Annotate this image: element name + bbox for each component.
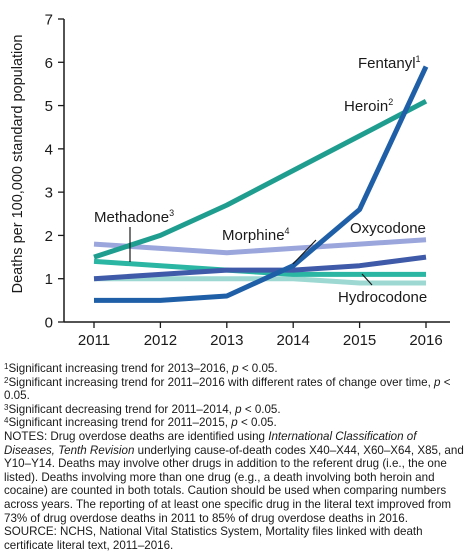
y-tick-label: 3 — [45, 185, 53, 202]
y-tick-label: 1 — [45, 271, 53, 288]
morphine-connector — [292, 239, 317, 265]
y-tick-label: 6 — [45, 55, 53, 72]
chart-axes: 0 1 2 3 4 5 6 7 2011 2012 2013 2014 2015 2016 — [45, 12, 450, 349]
series-line-morphine — [93, 254, 427, 282]
series-label-oxycodone: Oxycodone — [350, 220, 426, 237]
source-line: SOURCE: NCHS, National Vital Statistics … — [4, 525, 423, 552]
y-tick-label: 2 — [45, 228, 53, 245]
x-tick-label: 2014 — [277, 332, 310, 349]
y-tick-label: 4 — [45, 141, 53, 158]
series-label-methadone: Methadone3 — [94, 208, 174, 226]
series-label-heroin: Heroin2 — [344, 97, 393, 115]
x-tick-label: 2011 — [78, 332, 110, 349]
footnote-3: 3Significant decreasing trend for 2011–2… — [4, 402, 281, 416]
series-label-hydrocodone: Hydrocodone — [338, 289, 427, 306]
y-tick-label: 5 — [45, 98, 53, 115]
hydrocodone-connector — [361, 273, 373, 286]
y-axis-label: Deaths per 100,000 standard population — [10, 35, 26, 294]
series-label-fentanyl: Fentanyl1 — [358, 54, 421, 72]
x-tick-label: 2016 — [409, 332, 442, 349]
y-tick-label: 7 — [45, 12, 53, 29]
line-chart: 0 1 2 3 4 5 6 7 2011 2012 2013 2014 2015 2016 Fentany… — [10, 12, 450, 349]
footnote-2: 2Significant increasing trend for 2011–2… — [4, 375, 451, 403]
x-tick-label: 2012 — [144, 332, 177, 349]
series-labels: Fentanyl1 Heroin2 Methadone3 Morphine4 Oxyco… — [94, 54, 427, 306]
x-tick-label: 2013 — [210, 332, 243, 349]
series-label-morphine: Morphine4 — [222, 226, 290, 244]
series-line-oxycodone — [93, 237, 427, 256]
series-line-fentanyl — [94, 65, 429, 303]
notes-paragraph: NOTES: Drug overdose deaths are identifi… — [4, 429, 464, 525]
x-tick-label: 2015 — [343, 332, 376, 349]
footnote-1: 1Significant increasing trend for 2013–2… — [4, 362, 278, 375]
chart-notes: 1Significant increasing trend for 2013–2… — [4, 362, 468, 552]
series-line-heroin — [93, 98, 428, 260]
footnote-4: 4Significant increasing trend for 2011–2… — [4, 416, 277, 430]
y-tick-label: 0 — [45, 315, 53, 332]
